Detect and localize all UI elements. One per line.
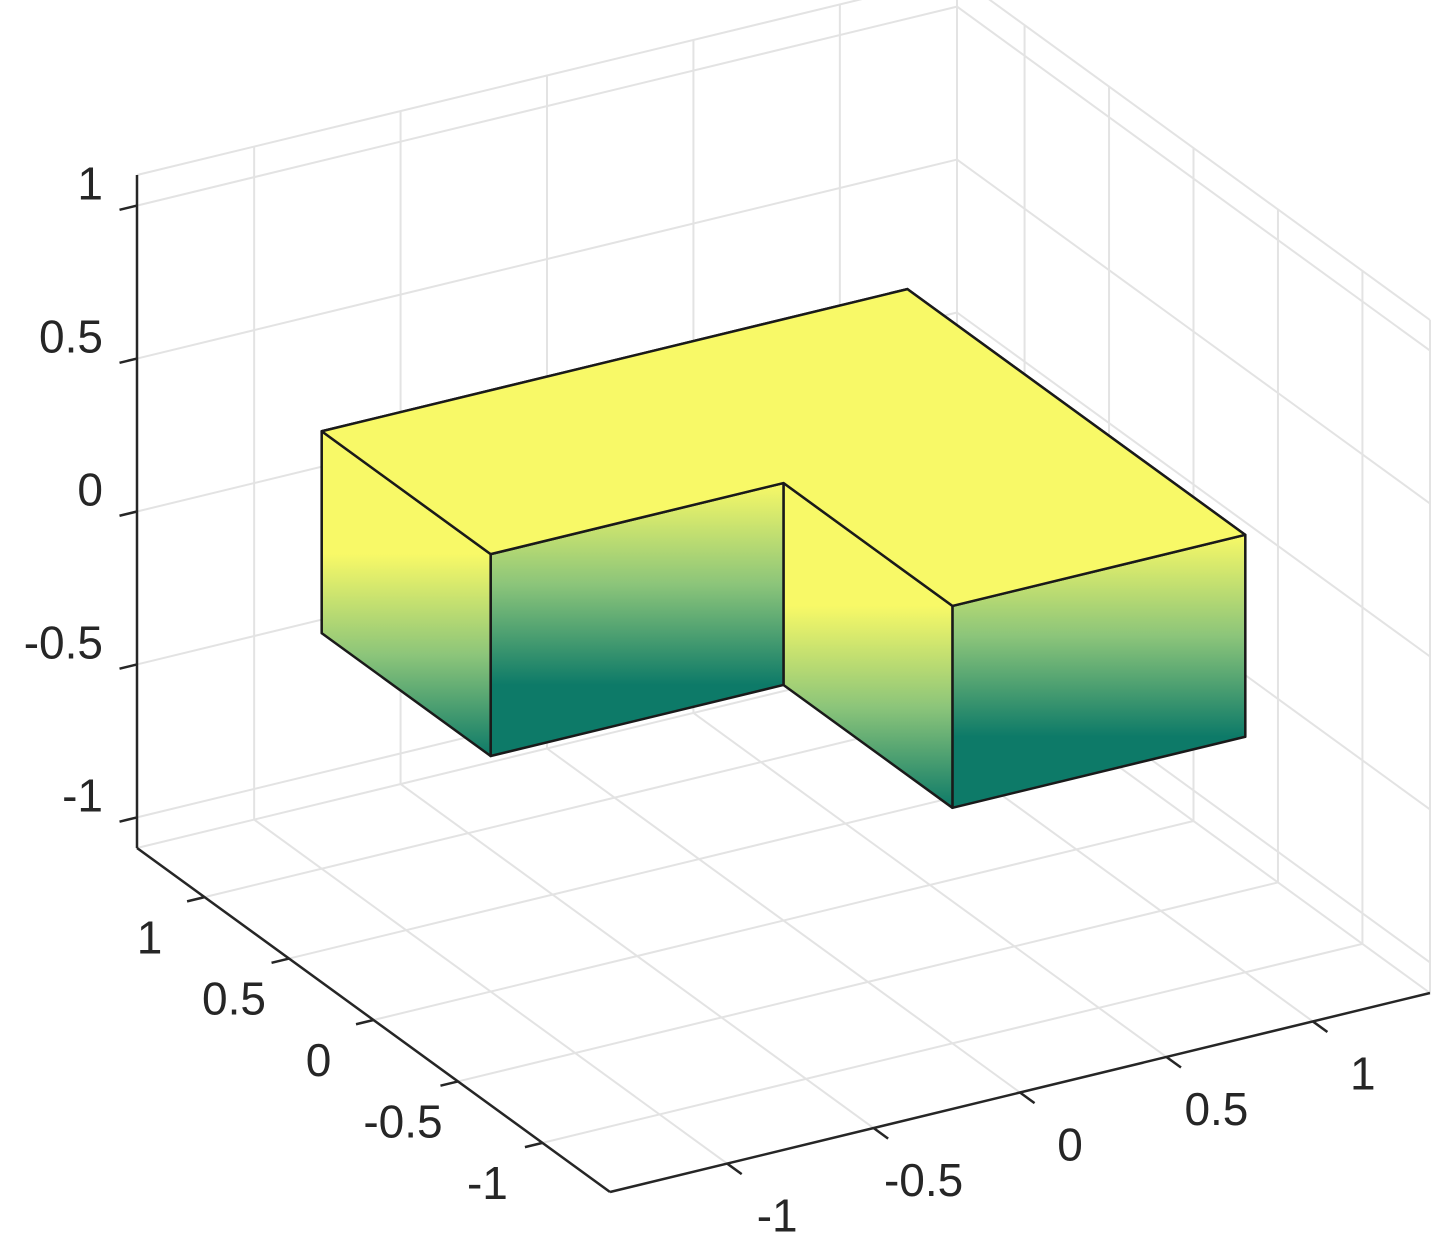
z-tick: [119, 357, 138, 365]
y-tick: [271, 957, 290, 965]
x-tick-label: 1: [1350, 1048, 1376, 1100]
shape: [320, 287, 1247, 810]
z-tick-label: -1: [62, 770, 103, 822]
grid-line: [956, 158, 1431, 505]
y-tick: [524, 1141, 543, 1149]
x-tick: [1165, 1055, 1182, 1069]
grid-line: [956, 5, 1431, 352]
x-tick: [726, 1162, 743, 1176]
y-tick: [440, 1080, 459, 1087]
z-tick-label: 1: [77, 158, 103, 210]
x-tick: [872, 1127, 889, 1140]
z-tick: [119, 204, 138, 212]
y-tick-label: 0.5: [202, 973, 266, 1025]
x-tick-label: -1: [757, 1190, 798, 1242]
z-tick: [119, 663, 138, 670]
y-tick: [355, 1018, 374, 1026]
y-tick-label: 1: [137, 911, 163, 963]
z-tick: [119, 816, 138, 823]
x-tick: [1312, 1020, 1329, 1034]
grid-line: [136, 5, 958, 207]
grid-line: [956, 311, 1431, 658]
y-tick-label: -0.5: [363, 1096, 442, 1148]
z-tick-label: -0.5: [24, 617, 103, 669]
grid-line: [542, 942, 1363, 1144]
y-tick-label: -1: [467, 1157, 508, 1209]
x-tick-label: -0.5: [884, 1154, 963, 1206]
x-tick-label: 0: [1057, 1119, 1083, 1171]
grid-line: [373, 820, 1194, 1021]
y-tick: [186, 895, 205, 903]
top-face: [320, 287, 1247, 608]
axes: -1 -0.5 0 0.5 1 -1 -0.5 0 0.5 1 -1 -0.5 0 0.5 1: [24, 158, 1431, 1242]
z-tick-label: 0.5: [39, 311, 103, 363]
z-tick-label: 0: [77, 464, 103, 516]
y-tick-label: 0: [306, 1034, 332, 1086]
grid-line: [136, 158, 958, 360]
x-tick: [1019, 1091, 1036, 1105]
grid-line: [457, 881, 1279, 1083]
z-tick: [119, 510, 138, 517]
x-tick-label: 0.5: [1184, 1083, 1248, 1135]
